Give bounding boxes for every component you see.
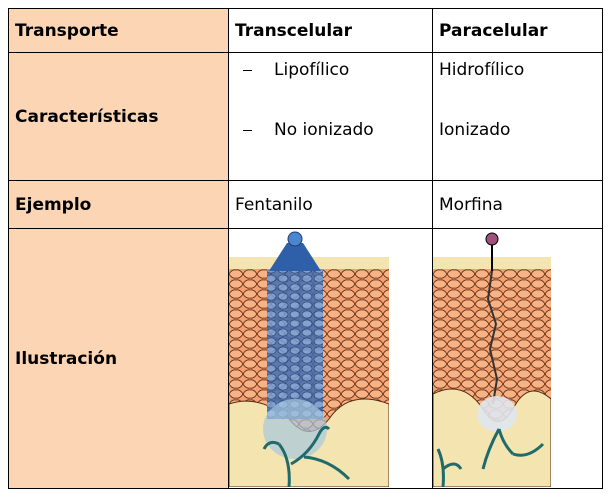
header-cell: Paracelular [432,8,603,53]
row: Características Lipofílico No ionizado H… [8,52,603,181]
row-label: Ejemplo [8,180,229,229]
row-label: Ilustración [8,228,229,489]
transcellular-illustration [229,231,389,487]
header-cell: Transporte [8,8,229,53]
header-cell: Transcelular [228,8,433,53]
header-row: Transporte Transcelular Paracelular [8,8,603,53]
item-text: Lipofílico [274,60,350,80]
bullet [243,69,252,71]
item-text: No ionizado [274,120,374,140]
row: Ilustración [8,228,603,489]
row: Ejemplo Fentanilo Morfina [8,180,603,229]
cell: Fentanilo [228,180,433,229]
list-item: Lipofílico [235,55,426,85]
cell: Hidrofílico Ionizado [432,52,603,181]
comparison-table: Transporte Transcelular Paracelular Cara… [8,8,603,489]
item-text: Ionizado [439,120,511,140]
cell: Morfina [432,180,603,229]
list-item: No ionizado [235,115,426,145]
item-text: Hidrofílico [439,60,525,80]
bullet [243,129,252,131]
cell [228,228,433,489]
paracellular-illustration [433,232,551,487]
cell: Lipofílico No ionizado [228,52,433,181]
cell [432,228,603,489]
row-label: Características [8,52,229,181]
